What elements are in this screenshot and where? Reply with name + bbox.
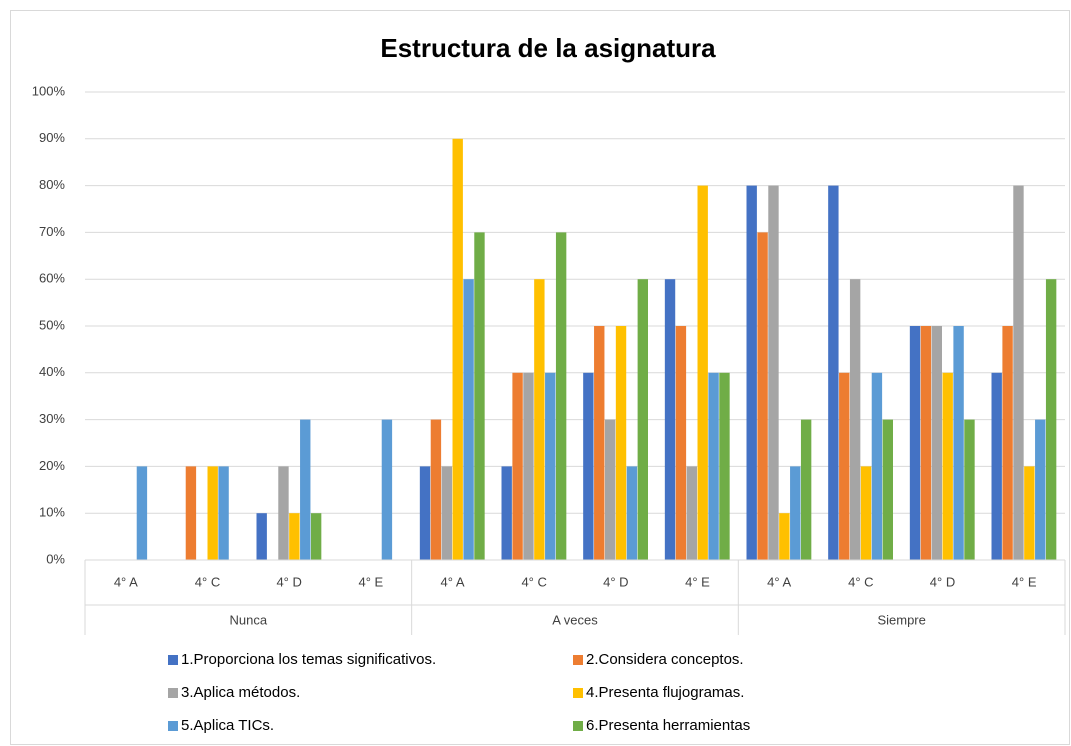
bar: [583, 372, 594, 560]
bar: [953, 326, 964, 560]
x-tick-label: 4° C: [195, 574, 220, 589]
legend-swatch: [573, 721, 583, 731]
bar: [626, 466, 638, 560]
bar: [1045, 279, 1057, 560]
bar: [746, 185, 757, 560]
bar: [463, 279, 474, 560]
bar: [675, 326, 687, 560]
bar: [882, 419, 893, 560]
legend-label: 3.Aplica métodos.: [181, 684, 300, 701]
group-label: A veces: [552, 612, 598, 627]
bar: [419, 466, 431, 560]
bar: [708, 372, 719, 560]
bar: [757, 232, 768, 560]
bar: [779, 513, 790, 560]
bar: [218, 466, 229, 560]
legend-label: 4.Presenta flujogramas.: [586, 684, 744, 701]
bar: [289, 513, 300, 560]
y-tick-label: 0%: [46, 551, 65, 566]
x-tick-label: 4° E: [685, 574, 710, 589]
bar: [278, 466, 289, 560]
legend-swatch: [573, 688, 583, 698]
x-tick-label: 4° D: [930, 574, 955, 589]
x-tick-label: 4° A: [441, 574, 465, 589]
bar: [991, 372, 1002, 560]
bar: [381, 419, 393, 560]
y-tick-label: 70%: [39, 224, 65, 239]
bar: [860, 466, 872, 560]
bar: [594, 326, 605, 560]
bar: [300, 419, 311, 560]
bar: [909, 326, 921, 560]
bar: [719, 372, 730, 560]
chart-title: Estructura de la asignatura: [380, 33, 716, 63]
x-tick-label: 4° E: [358, 574, 383, 589]
bar: [452, 138, 463, 561]
bar: [523, 372, 534, 560]
bar: [136, 466, 148, 560]
group-label: Siempre: [877, 612, 925, 627]
bar: [441, 466, 452, 560]
bar: [920, 326, 932, 560]
bar: [615, 326, 627, 560]
x-tick-label: 4° C: [848, 574, 873, 589]
y-tick-label: 30%: [39, 411, 65, 426]
x-tick-label: 4° D: [603, 574, 628, 589]
y-tick-label: 40%: [39, 364, 65, 379]
legend-label: 1.Proporciona los temas significativos.: [181, 651, 436, 668]
legend-label: 5.Aplica TICs.: [181, 717, 274, 734]
bar: [430, 419, 442, 560]
x-tick-label: 4° A: [114, 574, 138, 589]
group-label: Nunca: [230, 612, 268, 627]
legend-swatch: [168, 655, 178, 665]
bar: [800, 419, 812, 560]
y-tick-label: 100%: [32, 83, 66, 98]
bar: [964, 419, 975, 560]
bar: [828, 185, 839, 560]
bar: [534, 279, 545, 560]
bar: [697, 185, 708, 560]
bar: [555, 232, 567, 560]
bar: [768, 185, 779, 560]
bar: [637, 279, 648, 560]
bar: [1002, 326, 1013, 560]
bar: [604, 419, 616, 560]
legend-swatch: [168, 721, 178, 731]
bar: [256, 513, 267, 560]
bar: [849, 279, 861, 560]
x-tick-label: 4° D: [276, 574, 301, 589]
bar: [512, 372, 523, 560]
y-tick-label: 10%: [39, 505, 65, 520]
x-tick-label: 4° A: [767, 574, 791, 589]
legend-label: 6.Presenta herramientas: [586, 717, 750, 734]
bar: [839, 372, 850, 560]
legend-swatch: [168, 688, 178, 698]
bar: [310, 513, 322, 560]
bar: [942, 372, 953, 560]
bar: [501, 466, 512, 560]
bar: [790, 466, 801, 560]
bar: [207, 466, 218, 560]
y-tick-label: 20%: [39, 458, 65, 473]
bar: [686, 466, 697, 560]
bar: [664, 279, 676, 560]
legend-swatch: [573, 655, 583, 665]
bar: [871, 372, 883, 560]
x-tick-label: 4° C: [521, 574, 546, 589]
bar: [185, 466, 197, 560]
y-tick-label: 50%: [39, 317, 65, 332]
y-tick-label: 90%: [39, 130, 65, 145]
legend-label: 2.Considera conceptos.: [586, 651, 744, 668]
bar: [931, 326, 942, 560]
bar: [1013, 185, 1024, 560]
x-tick-label: 4° E: [1012, 574, 1037, 589]
bar: [1024, 466, 1035, 560]
bar: [474, 232, 485, 560]
bar: [545, 372, 556, 560]
bar: [1035, 419, 1046, 560]
y-tick-label: 60%: [39, 271, 65, 286]
y-tick-label: 80%: [39, 177, 65, 192]
